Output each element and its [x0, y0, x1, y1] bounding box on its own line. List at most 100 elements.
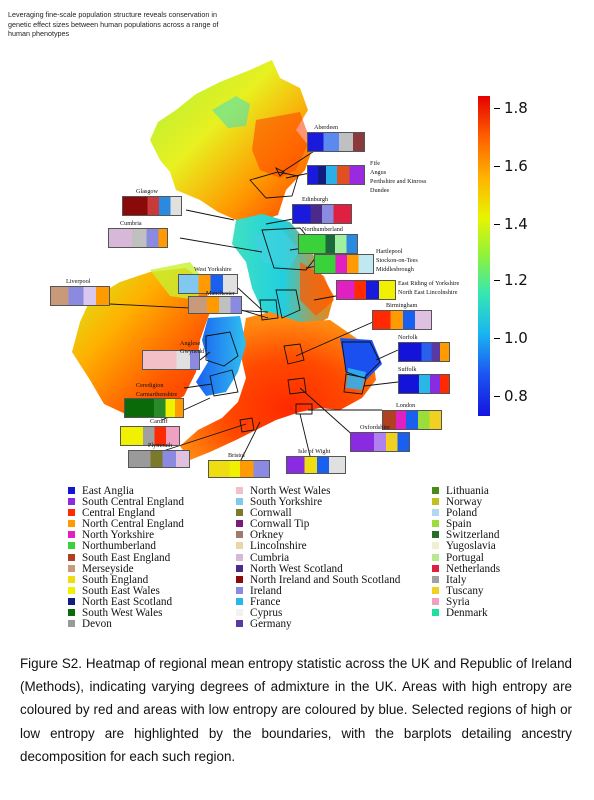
- legend-swatch: [68, 564, 75, 572]
- label-bristol: Bristol: [228, 452, 245, 459]
- legend-label: Poland: [446, 507, 478, 520]
- legend-item: South East Wales: [68, 584, 184, 597]
- label-hartlepool: Hartlepool: [376, 248, 403, 255]
- barplot-oxfordshire: [350, 432, 410, 452]
- legend-item: Devon: [68, 619, 184, 630]
- legend-item: North Yorkshire: [68, 530, 184, 541]
- label-cardiff: Cardiff: [150, 418, 168, 425]
- legend-swatch: [68, 553, 75, 561]
- legend-label: South England: [82, 573, 149, 586]
- barplot-cardiff: [120, 426, 180, 446]
- legend-label: Syria: [446, 595, 470, 608]
- legend-label: Netherlands: [446, 562, 501, 575]
- legend-label: Switzerland: [446, 529, 500, 542]
- legend-item: Cumbria: [236, 552, 400, 564]
- legend-label: Denmark: [446, 607, 488, 620]
- legend-label: Central England: [82, 507, 156, 520]
- legend-swatch: [432, 553, 439, 561]
- legend-item: Poland: [432, 508, 500, 519]
- legend-swatch: [68, 487, 75, 494]
- legend-swatch: [236, 586, 243, 594]
- legend-swatch: [68, 509, 75, 517]
- legend-swatch: [236, 609, 243, 617]
- legend-label: Germany: [250, 618, 292, 631]
- label-manchester: Manchester: [206, 290, 235, 297]
- legend-label: North East Scotland: [82, 595, 173, 608]
- colorbar-tick: 1.2: [494, 271, 528, 289]
- legend-label: Yugoslavia: [446, 540, 496, 553]
- legend-label: France: [250, 595, 281, 608]
- label-norfolk: Norfolk: [398, 334, 418, 341]
- label-birmingham: Birmingham: [386, 302, 418, 309]
- label-suffolk: Suffolk: [398, 366, 417, 373]
- colorbar-tick: 1.4: [494, 215, 528, 233]
- legend-item: Denmark: [432, 607, 500, 620]
- legend-swatch: [236, 597, 243, 605]
- legend-label: Cornwall Tip: [250, 518, 310, 531]
- legend-item: Orkney: [236, 530, 400, 541]
- legend-swatch: [68, 542, 75, 550]
- legend-swatch: [68, 586, 75, 594]
- legend-label: North Central England: [82, 518, 184, 531]
- legend-swatch: [236, 520, 243, 528]
- legend-item: North West Wales: [236, 485, 400, 497]
- legend-swatch: [236, 553, 243, 561]
- legend-swatch: [68, 531, 75, 539]
- legend-swatch: [236, 575, 243, 583]
- barplot-plymouth: [128, 450, 190, 468]
- barplot-glasgow: [122, 196, 182, 216]
- legend-item: South Central England: [68, 496, 184, 509]
- colorbar: [478, 96, 490, 416]
- legend-label: South East England: [82, 551, 171, 564]
- barplot-ceredigion: [124, 398, 184, 418]
- barplot-liverpool: [50, 286, 110, 306]
- label-ne-lincolnshire: North East Lincolnshire: [398, 289, 458, 296]
- colorbar-ticks: 1.8 1.6 1.4 1.2 1.0 0.8: [494, 96, 556, 416]
- legend-item: Merseyside: [68, 563, 184, 575]
- legend-label: East Anglia: [82, 485, 134, 497]
- label-isle-of-wight: Isle of Wight: [298, 448, 331, 455]
- legend-swatch: [432, 586, 439, 594]
- legend-item: Cornwall Tip: [236, 519, 400, 530]
- colorbar-tick: 0.8: [494, 387, 528, 405]
- colorbar-tick: 1.8: [494, 99, 528, 117]
- legend-column-2: North West Wales South Yorkshire Cornwall C…: [236, 485, 400, 631]
- legend-item: France: [236, 595, 400, 608]
- barplot-norfolk: [398, 342, 450, 362]
- legend-swatch: [68, 597, 75, 605]
- heatmap-svg: [72, 60, 490, 467]
- label-ceredigion: Ceredigion: [136, 382, 164, 389]
- legend-item: Lithuania: [432, 485, 500, 497]
- legend-item: Yugoslavia: [432, 541, 500, 552]
- legend-swatch: [432, 597, 439, 605]
- legend-label: Lincolnshire: [250, 540, 307, 553]
- legend-label: South Central England: [82, 496, 184, 509]
- legend-item: North East Scotland: [68, 595, 184, 608]
- legend-label: South Yorkshire: [250, 496, 323, 509]
- legend-label: Lithuania: [446, 485, 489, 497]
- legend-item: Syria: [432, 595, 500, 608]
- barplot-birmingham: [372, 310, 432, 330]
- legend-item: North Ireland and South Scotland: [236, 574, 400, 586]
- label-east-riding: East Riding of Yorkshire: [398, 280, 460, 287]
- legend-swatch: [432, 531, 439, 539]
- legend-swatch: [236, 564, 243, 572]
- legend-label: Cornwall: [250, 507, 292, 520]
- legend-item: Ireland: [236, 585, 400, 597]
- legend-item: Norway: [432, 496, 500, 508]
- label-west-yorkshire: West Yorkshire: [194, 266, 232, 273]
- legend-item: East Anglia: [68, 485, 184, 497]
- label-plymouth: Plymouth: [148, 442, 173, 449]
- legend-label: South East Wales: [82, 584, 160, 597]
- barplot-fife: [307, 165, 365, 185]
- legend-label: North West Scotland: [250, 562, 343, 575]
- legend-item: Cornwall: [236, 508, 400, 519]
- barplot-london: [382, 410, 442, 430]
- barplot-suffolk: [398, 374, 450, 394]
- label-glasgow: Glasgow: [136, 188, 158, 195]
- barplot-bristol: [208, 460, 270, 478]
- legend-item: Cyprus: [236, 607, 400, 619]
- legend-item: Spain: [432, 519, 500, 530]
- legend-swatch: [68, 575, 75, 583]
- legend-swatch: [68, 498, 75, 506]
